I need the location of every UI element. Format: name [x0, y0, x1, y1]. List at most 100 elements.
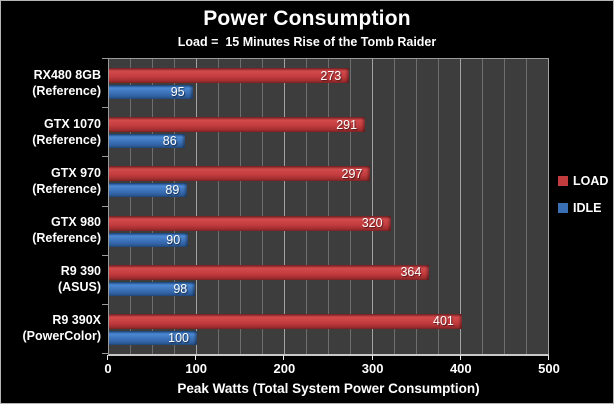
legend-item: IDLE [558, 201, 608, 215]
bar-group: 273 95 [109, 59, 549, 108]
legend-label: IDLE [573, 201, 602, 215]
bar-value-label: 86 [162, 134, 177, 149]
x-axis-tick-mark [283, 355, 285, 360]
gridline [240, 59, 241, 354]
bar-group: 401 100 [109, 305, 549, 354]
bar-value-label: 95 [170, 85, 185, 100]
y-axis-tick-mark [102, 156, 108, 158]
gridline [482, 59, 483, 354]
gridline [416, 59, 417, 354]
gridline [284, 59, 285, 354]
x-axis-tick-mark [195, 355, 197, 360]
y-axis-labels: RX480 8GB (Reference) GTX 1070 (Reference) G… [1, 58, 101, 353]
x-axis-tick-label: 100 [185, 361, 208, 376]
category-label-line: (Reference) [32, 231, 101, 246]
gridline [306, 59, 307, 354]
gridline [548, 59, 549, 354]
bar-value-label: 89 [165, 183, 180, 198]
gridline [196, 59, 197, 354]
bar-load: 291 [109, 117, 366, 133]
bar-idle: 86 [109, 134, 185, 149]
bar-load: 401 [109, 313, 462, 329]
gridline [152, 59, 153, 354]
bar-idle: 90 [109, 232, 189, 247]
x-axis-tick-mark [459, 355, 461, 360]
chart-subtitle: Load = 15 Minutes Rise of the Tomb Raide… [177, 35, 437, 49]
y-axis-tick-mark [102, 303, 108, 305]
legend-swatch-load [558, 176, 568, 186]
bar-group: 320 90 [109, 207, 549, 256]
y-axis-tick-mark [102, 353, 108, 354]
gridline [526, 59, 527, 354]
x-axis-tick-mark [371, 355, 373, 360]
bar-load: 320 [109, 215, 391, 231]
category-label-line: (PowerColor) [22, 329, 101, 344]
category-label-line: GTX 1070 [44, 116, 101, 131]
category-label: RX480 8GB (Reference) [1, 58, 101, 107]
gridline [262, 59, 263, 354]
gridline [130, 59, 131, 354]
gridline [394, 59, 395, 354]
category-label-line: (Reference) [32, 83, 101, 98]
category-label-line: GTX 970 [50, 165, 101, 180]
bar-idle: 95 [109, 85, 193, 100]
legend-swatch-idle [558, 203, 568, 213]
bar-idle: 100 [109, 330, 197, 345]
bar-value-label: 100 [168, 330, 189, 345]
bar-group: 297 89 [109, 157, 549, 206]
bar-value-label: 98 [173, 281, 188, 296]
legend-item: LOAD [558, 174, 608, 188]
bar-value-label: 273 [320, 68, 342, 83]
y-axis-tick-mark [102, 205, 108, 207]
y-axis-tick-mark [102, 107, 108, 109]
gridline [218, 59, 219, 354]
bar-idle: 98 [109, 281, 196, 296]
category-label-line: (Reference) [32, 181, 101, 196]
plot-area: 273 95 291 86 297 89 320 90 364 98 401 100 [102, 58, 549, 356]
gridline [372, 59, 373, 354]
bar-value-label: 401 [433, 314, 454, 329]
gridline [328, 59, 329, 354]
category-label: R9 390 (ASUS) [1, 255, 101, 304]
category-label: GTX 970 (Reference) [1, 156, 101, 205]
category-label: R9 390X (PowerColor) [1, 304, 101, 353]
x-axis-tick-label: 0 [104, 361, 112, 376]
category-label-line: (Reference) [32, 132, 101, 147]
bar-load: 364 [109, 264, 430, 280]
bar-group: 291 86 [109, 108, 549, 157]
x-axis-tick-label: 500 [538, 361, 560, 376]
bar-value-label: 364 [400, 265, 422, 280]
x-axis-tick-mark [548, 355, 549, 360]
category-label-line: RX480 8GB [33, 67, 101, 82]
bar-load: 273 [109, 68, 350, 84]
x-axis-tick-label: 200 [273, 361, 296, 376]
gridline [460, 59, 461, 354]
gridline [350, 59, 351, 354]
category-label-line: (ASUS) [57, 280, 101, 295]
y-axis-tick-mark [102, 254, 108, 256]
bar-group: 364 98 [109, 256, 549, 305]
category-label: GTX 1070 (Reference) [1, 107, 101, 156]
category-label-line: R9 390 [60, 264, 101, 279]
chart-title: Power Consumption [203, 7, 411, 30]
gridline [174, 59, 175, 354]
category-label-line: GTX 980 [50, 215, 101, 230]
category-label-line: R9 390X [52, 313, 101, 328]
bar-idle: 89 [109, 183, 188, 198]
bar-value-label: 320 [361, 216, 383, 231]
x-axis-tick-label: 400 [449, 361, 472, 376]
bar-load: 297 [109, 166, 371, 182]
category-label: GTX 980 (Reference) [1, 206, 101, 255]
y-axis-tick-mark [102, 58, 108, 59]
bar-value-label: 297 [341, 166, 363, 181]
x-axis-tick-label: 300 [361, 361, 384, 376]
bar-value-label: 90 [166, 232, 181, 247]
gridline [438, 59, 439, 354]
legend-label: LOAD [573, 174, 609, 188]
legend: LOAD IDLE [558, 174, 608, 215]
bar-value-label: 291 [336, 117, 358, 132]
x-axis-ticks: 0 100 200 300 400 500 [104, 355, 560, 379]
x-axis-title: Peak Watts (Total System Power Consumpti… [177, 381, 480, 396]
gridline [504, 59, 505, 354]
